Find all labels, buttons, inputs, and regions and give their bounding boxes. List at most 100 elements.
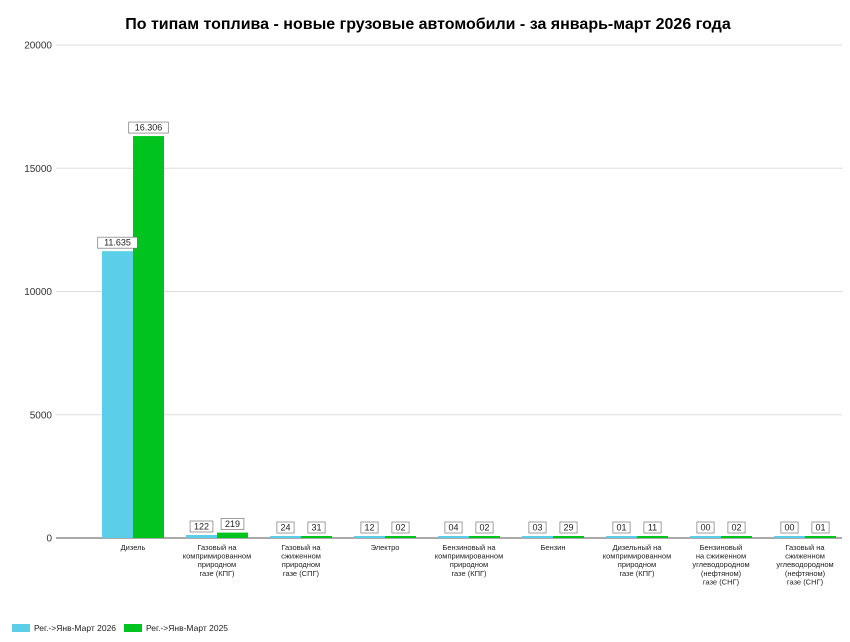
data-label: 24 bbox=[280, 523, 290, 533]
bar bbox=[217, 532, 248, 538]
x-tick-label-line: газе (СНГ) bbox=[787, 577, 824, 586]
bar bbox=[354, 536, 385, 538]
data-label: 01 bbox=[616, 523, 626, 533]
data-label: 12 bbox=[364, 523, 374, 533]
bar bbox=[553, 536, 584, 538]
x-tick-label: Дизель bbox=[121, 543, 146, 552]
x-tick-label-line: компримированном bbox=[603, 552, 672, 561]
x-tick-label-line: Бензиновый на bbox=[442, 543, 496, 552]
bar bbox=[805, 536, 836, 538]
legend: Рег.->Янв-Март 2026 Рег.->Янв-Март 2025 bbox=[12, 623, 228, 633]
data-label-box bbox=[276, 521, 295, 534]
legend-swatch bbox=[12, 624, 30, 632]
x-tick-label: Бензин bbox=[540, 543, 565, 552]
x-tick-label: Бензиновый на сжиженном углеводородном (неф… bbox=[692, 543, 749, 586]
bar bbox=[606, 536, 637, 538]
x-tick-label-line: на сжиженном bbox=[696, 552, 746, 561]
data-label-box bbox=[475, 521, 494, 534]
data-label: 02 bbox=[731, 523, 741, 533]
data-label: 02 bbox=[479, 523, 489, 533]
grid-lines bbox=[56, 44, 842, 539]
y-axis: 0 5000 10000 15000 20000 bbox=[24, 41, 52, 545]
y-tick-label: 15000 bbox=[24, 164, 52, 175]
chart-title: По типам топлива - новые грузовые автомо… bbox=[125, 16, 731, 33]
data-label-box bbox=[189, 520, 214, 533]
data-label-box bbox=[360, 521, 379, 534]
data-label-box bbox=[528, 521, 547, 534]
x-tick-label-line: Дизель bbox=[121, 543, 146, 552]
x-tick-label-line: Электро bbox=[371, 543, 400, 552]
x-tick-label-line: компримированном bbox=[183, 552, 252, 561]
data-label: 31 bbox=[311, 523, 321, 533]
legend-label: Рег.->Янв-Март 2025 bbox=[146, 623, 228, 633]
data-label: 03 bbox=[532, 523, 542, 533]
data-label: 122 bbox=[194, 521, 209, 531]
x-tick-label-line: газе (КПГ) bbox=[199, 569, 235, 578]
bar bbox=[133, 136, 164, 538]
data-label: 04 bbox=[448, 523, 458, 533]
x-tick-label-line: газе (КПГ) bbox=[619, 569, 655, 578]
bar bbox=[522, 536, 553, 538]
data-label-box bbox=[97, 236, 138, 249]
x-tick-label-line: сжиженном bbox=[785, 552, 825, 561]
x-tick-label-line: углеводородном bbox=[692, 560, 749, 569]
data-label-box bbox=[811, 521, 830, 534]
data-label-box bbox=[220, 518, 245, 530]
data-label-box bbox=[444, 521, 463, 534]
data-label: 16.306 bbox=[135, 123, 163, 133]
y-tick-label: 10000 bbox=[24, 287, 52, 298]
x-tick-label-line: Газовый на bbox=[281, 543, 321, 552]
x-tick-label: Газовый на сжиженном природном газе (СПГ) bbox=[281, 543, 321, 578]
data-label-box bbox=[612, 521, 631, 534]
x-tick-label-line: Бензин bbox=[540, 543, 565, 552]
data-label: 01 bbox=[815, 523, 825, 533]
legend-swatch bbox=[124, 624, 142, 632]
x-tick-label: Газовый на компримированном природном газе … bbox=[183, 543, 252, 578]
data-label-box bbox=[727, 521, 746, 534]
bar bbox=[637, 536, 668, 538]
data-label: 11.635 bbox=[104, 238, 131, 248]
bar bbox=[438, 536, 469, 538]
data-label: 02 bbox=[395, 523, 405, 533]
bar bbox=[270, 536, 301, 538]
x-tick-label-line: природном bbox=[282, 560, 320, 569]
data-label: 00 bbox=[700, 523, 710, 533]
y-tick-label: 5000 bbox=[30, 410, 53, 421]
x-tick-label-line: (нефтяном) bbox=[785, 569, 826, 578]
x-tick-label-line: сжиженном bbox=[281, 552, 321, 561]
x-tick-label: Бензиновый на компримированном природном га… bbox=[435, 543, 504, 578]
x-tick-label-line: газе (СНГ) bbox=[703, 577, 740, 586]
bar bbox=[301, 536, 332, 538]
data-label: 11 bbox=[648, 523, 657, 533]
x-tick-label-line: газе (СПГ) bbox=[283, 569, 320, 578]
y-tick-label: 0 bbox=[46, 534, 52, 545]
x-tick-label-line: природном bbox=[618, 560, 656, 569]
bars bbox=[102, 136, 836, 538]
x-tick-label-line: (нефтяном) bbox=[701, 569, 742, 578]
x-tick-label-line: Бензиновый bbox=[700, 543, 743, 552]
x-axis: Дизель Газовый на компримированном природно… bbox=[121, 543, 834, 586]
data-label-box bbox=[307, 521, 326, 534]
bar bbox=[690, 536, 721, 538]
data-label-box bbox=[391, 521, 410, 534]
x-tick-label-line: природном bbox=[198, 560, 236, 569]
x-tick-label-line: Дизельный на bbox=[613, 543, 663, 552]
x-tick-label-line: компримированном bbox=[435, 552, 504, 561]
bar bbox=[186, 534, 217, 538]
x-tick-label-line: газе (КПГ) bbox=[451, 569, 487, 578]
bar bbox=[721, 536, 752, 538]
data-label-box bbox=[559, 521, 578, 534]
x-tick-label-line: Газовый на bbox=[197, 543, 237, 552]
x-tick-label: Электро bbox=[371, 543, 400, 552]
legend-label: Рег.->Янв-Март 2026 bbox=[34, 623, 116, 633]
y-tick-label: 20000 bbox=[24, 41, 52, 52]
data-label: 219 bbox=[225, 519, 240, 529]
x-tick-label: Дизельный на компримированном природном газ… bbox=[603, 543, 672, 578]
data-labels: 11.635 16.306 122 219 24 31 12 02 04 02 03 29 01 11 00… bbox=[97, 121, 830, 534]
x-tick-label: Газовый на сжиженном углеводородном (нефтян… bbox=[776, 543, 833, 586]
bar bbox=[102, 251, 133, 538]
x-tick-label-line: природном bbox=[450, 560, 488, 569]
data-label: 29 bbox=[563, 523, 573, 533]
bar bbox=[469, 536, 500, 538]
